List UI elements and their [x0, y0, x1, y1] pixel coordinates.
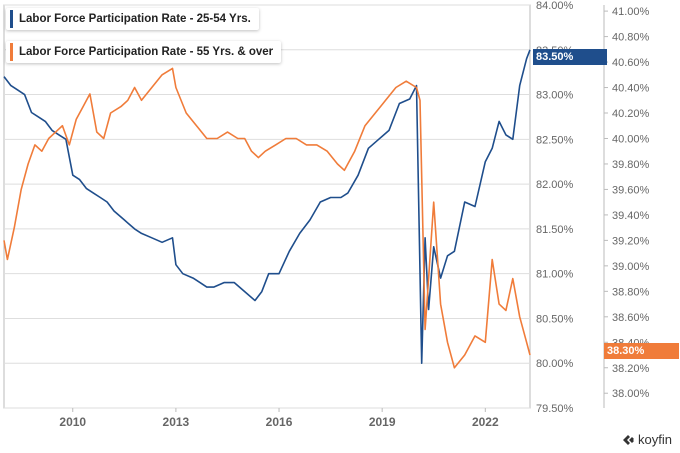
x-tick-label: 2019	[369, 415, 396, 429]
brand-name: koyfin	[638, 432, 672, 447]
legend-item-series2[interactable]: Labor Force Participation Rate - 55 Yrs.…	[6, 41, 282, 63]
x-tick-label: 2022	[472, 415, 499, 429]
right-y-tick-label: 39.00%	[612, 261, 650, 273]
left-y-tick-label: 82.00%	[536, 179, 574, 191]
right-y-tick-label: 40.00%	[612, 133, 650, 145]
right-y-tick-label: 40.80%	[612, 32, 650, 44]
legend-swatch-series1	[10, 10, 13, 28]
right-y-tick-label: 38.60%	[612, 312, 650, 324]
legend-label-series2: Labor Force Participation Rate - 55 Yrs.…	[19, 46, 274, 58]
left-axis-last-value-badge: 83.50%	[533, 49, 607, 65]
right-y-tick-label: 38.80%	[612, 286, 650, 298]
legend-label-series1: Labor Force Participation Rate - 25-54 Y…	[19, 13, 251, 25]
left-y-tick-label: 84.00%	[536, 0, 574, 12]
legend-swatch-series2	[10, 43, 13, 61]
left-y-tick-label: 81.50%	[536, 224, 574, 236]
right-y-tick-label: 40.40%	[612, 83, 650, 95]
x-tick-label: 2013	[163, 415, 190, 429]
right-y-tick-label: 38.00%	[612, 388, 650, 400]
left-y-tick-label: 80.50%	[536, 313, 574, 325]
right-axis-last-value-badge: 38.30%	[604, 343, 679, 359]
series-lines	[3, 49, 531, 369]
x-tick-label: 2016	[266, 415, 293, 429]
left-y-tick-label: 83.00%	[536, 90, 574, 102]
right-y-tick-label: 39.20%	[612, 235, 650, 247]
right-y-tick-label: 39.40%	[612, 210, 650, 222]
koyfin-logo-icon	[623, 434, 635, 445]
legend-item-series1[interactable]: Labor Force Participation Rate - 25-54 Y…	[6, 8, 259, 30]
right-y-tick-label: 41.00%	[612, 6, 650, 18]
plot-frame	[3, 4, 531, 409]
right-y-tick-label: 40.20%	[612, 108, 650, 120]
series-line-55-over	[3, 67, 531, 369]
series-line-25-54	[3, 49, 531, 365]
grid-lines	[3, 4, 531, 409]
left-y-tick-label: 82.50%	[536, 134, 574, 146]
left-y-tick-label: 79.50%	[536, 403, 574, 415]
koyfin-brand[interactable]: koyfin	[621, 432, 672, 447]
right-y-tick-label: 39.80%	[612, 159, 650, 171]
right-y-tick-label: 39.60%	[612, 184, 650, 196]
right-y-tick-label: 38.20%	[612, 363, 650, 375]
right-y-tick-label: 40.60%	[612, 57, 650, 69]
x-tick-label: 2010	[59, 415, 86, 429]
left-y-tick-label: 80.00%	[536, 358, 574, 370]
left-y-tick-label: 81.00%	[536, 269, 574, 281]
